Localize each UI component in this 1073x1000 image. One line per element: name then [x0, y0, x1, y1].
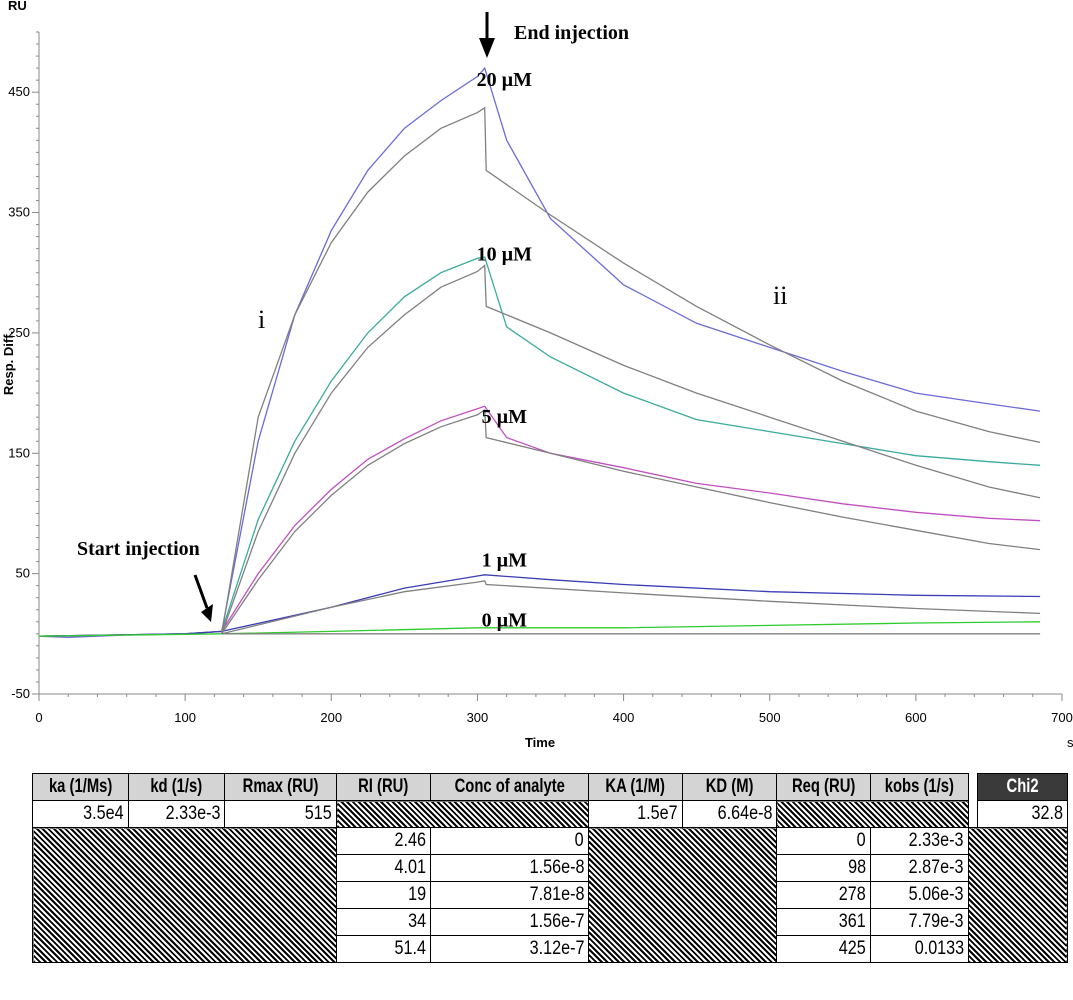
y-tick-label: 150 — [8, 445, 30, 460]
y-tick-label: 250 — [8, 325, 30, 340]
cell-ri: 4.01 — [336, 854, 431, 882]
concentration-label: 1 µM — [482, 549, 528, 571]
cell-conc: 3.12e-7 — [430, 935, 589, 963]
table-row: 51.4 3.12e-7 425 0.0133 — [33, 935, 1068, 963]
cell-req: 425 — [776, 935, 871, 963]
header-chi2: Chi2 — [976, 773, 1068, 801]
table-row: 2.46 0 0 2.33e-3 — [32, 827, 1068, 963]
cell-req: 361 — [776, 908, 871, 936]
header-req: Req (RU) — [776, 773, 871, 801]
x-tick-label: 600 — [905, 710, 927, 725]
x-tick-label: 200 — [320, 710, 342, 725]
concentration-label: 5 µM — [482, 406, 528, 428]
x-tick-label: 300 — [467, 710, 489, 725]
y-tick-label: -50 — [11, 686, 30, 701]
series-line-1 — [38, 256, 1041, 637]
cell-rmax: 515 — [224, 800, 337, 828]
cell-conc: 0 — [430, 827, 589, 855]
header-ka: ka (1/Ms) — [32, 773, 129, 801]
cell-conc: 1.56e-8 — [430, 854, 589, 882]
header-spacer — [968, 773, 978, 801]
table-header-row: ka (1/Ms) kd (1/s) Rmax (RU) RI (RU) Con… — [32, 773, 1068, 801]
header-KD: KD (M) — [682, 773, 777, 801]
concentration-label: 0 µM — [482, 610, 528, 632]
cell-ri: 19 — [336, 881, 431, 909]
row-spacer — [968, 800, 978, 828]
end-injection-label: End injection — [514, 22, 629, 44]
cell-kobs: 2.87e-3 — [870, 854, 969, 882]
cell-kobs: 7.79e-3 — [870, 908, 969, 936]
chart-series — [38, 66, 1041, 639]
cell-req: 278 — [776, 881, 871, 909]
chart-annotations: RU Resp. Diff. Time s Start injection En… — [1, 0, 1073, 750]
header-KA: KA (1/M) — [588, 773, 683, 801]
cell-req: 98 — [776, 854, 871, 882]
cell-kobs: 0.0133 — [870, 935, 969, 963]
chart-axes: -50 50 150 250 350 450 0 100 200 300 400 500 600 700 — [8, 31, 1073, 725]
x-unit-label: s — [1067, 735, 1073, 750]
hatched-cell — [967, 827, 1068, 963]
cell-ri: 34 — [336, 908, 431, 936]
series-line-2 — [38, 405, 1041, 637]
series-line-8 — [221, 580, 1041, 635]
series-line-3 — [38, 574, 1041, 637]
series-line-5 — [221, 106, 1041, 634]
series-line-7 — [221, 408, 1041, 635]
x-tick-label: 0 — [35, 710, 42, 725]
header-kd: kd (1/s) — [128, 773, 225, 801]
hatched-cell — [588, 827, 777, 963]
cell-conc: 7.81e-8 — [430, 881, 589, 909]
cell-req: 0 — [776, 827, 871, 855]
y-tick-label: 350 — [8, 205, 30, 220]
table-row: 19 7.81e-8 278 5.06e-3 — [33, 881, 1068, 909]
x-tick-label: 400 — [613, 710, 635, 725]
x-tick-label: 500 — [759, 710, 781, 725]
cell-kobs: 2.33e-3 — [870, 827, 969, 855]
header-rmax: Rmax (RU) — [224, 773, 337, 801]
x-axis-label: Time — [525, 735, 555, 750]
y-unit-label: RU — [8, 0, 27, 13]
cell-chi2: 32.8 — [976, 800, 1068, 828]
x-tick-label: 100 — [174, 710, 196, 725]
cell-KD: 6.64e-8 — [682, 800, 777, 828]
header-ri: RI (RU) — [336, 773, 431, 801]
table-row: 34 1.56e-7 361 7.79e-3 — [33, 908, 1068, 936]
hatched-cell — [32, 827, 337, 963]
hatched-cell — [336, 800, 589, 828]
table-row: 4.01 1.56e-8 98 2.87e-3 — [33, 854, 1068, 882]
x-tick-label: 700 — [1051, 710, 1073, 725]
phase-i-label: i — [258, 305, 265, 334]
header-conc: Conc of analyte — [430, 773, 589, 801]
end-injection-arrow — [479, 12, 495, 58]
phase-ii-label: ii — [773, 281, 787, 310]
cell-ri: 51.4 — [336, 935, 431, 963]
cell-conc: 1.56e-7 — [430, 908, 589, 936]
hatched-cell — [776, 800, 969, 828]
table-row-fit: 3.5e4 2.33e-3 515 1.5e7 6.64e-8 32.8 — [32, 800, 1068, 828]
cell-ka: 3.5e4 — [32, 800, 129, 828]
cell-kobs: 5.06e-3 — [870, 881, 969, 909]
start-injection-label: Start injection — [77, 538, 200, 560]
y-tick-label: 50 — [16, 566, 30, 581]
header-kobs: kobs (1/s) — [870, 773, 969, 801]
cell-KA: 1.5e7 — [588, 800, 683, 828]
start-injection-arrow — [193, 574, 213, 622]
cell-kd: 2.33e-3 — [128, 800, 225, 828]
cell-ri: 2.46 — [336, 827, 431, 855]
series-line-6 — [221, 264, 1041, 635]
concentration-label: 20 µM — [477, 69, 533, 91]
y-tick-label: 450 — [8, 84, 30, 99]
kinetics-fit-table: ka (1/Ms) kd (1/s) Rmax (RU) RI (RU) Con… — [32, 773, 1068, 963]
concentration-label: 10 µM — [477, 244, 533, 266]
y-axis-label: Resp. Diff. — [1, 331, 16, 395]
